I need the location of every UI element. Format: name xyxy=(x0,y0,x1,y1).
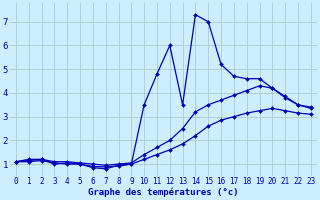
X-axis label: Graphe des températures (°c): Graphe des températures (°c) xyxy=(88,188,239,197)
